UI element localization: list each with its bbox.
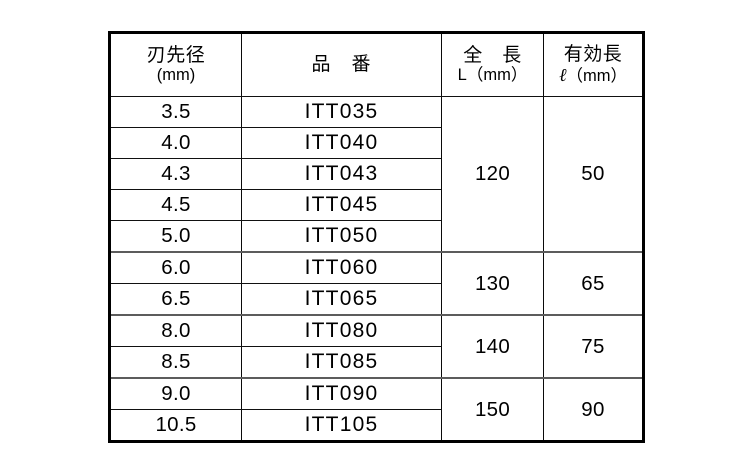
header-row: 刃先径 (mm) 品 番 全 長 L（mm） 有効長 ℓ（mm） — [109, 32, 644, 97]
header-diameter-label: 刃先径 — [146, 45, 206, 67]
table-row: 10.5 ITT105 — [109, 409, 644, 442]
cell-product-code: ITT080 — [241, 314, 442, 347]
cell-product-code: ITT060 — [241, 251, 442, 284]
cell-product-code: ITT045 — [241, 189, 442, 221]
cell-product-code: ITT040 — [241, 127, 442, 159]
header-effective-length-unit: ℓ（mm） — [544, 64, 642, 86]
cell-product-code: ITT065 — [241, 283, 442, 316]
cell-diameter: 6.5 — [109, 283, 242, 316]
table-row: 4.0 ITT040 — [109, 127, 644, 159]
spec-table-container: 刃先径 (mm) 品 番 全 長 L（mm） 有効長 ℓ（mm） 3.5 ITT0… — [108, 31, 645, 443]
table-row: 5.0 ITT050 — [109, 220, 644, 253]
cell-diameter: 4.3 — [109, 158, 242, 190]
header-effective-length-label: 有効長 — [563, 44, 623, 66]
table-row: 4.3 ITT043 — [109, 158, 644, 190]
table-row: 6.0 ITT060 130 65 — [109, 251, 644, 316]
cell-overall-length: 150 — [441, 377, 544, 442]
header-product-code-label: 品 番 — [311, 54, 372, 76]
table-row: 8.0 ITT080 140 75 — [109, 314, 644, 379]
cell-product-code: ITT105 — [241, 409, 442, 442]
cell-product-code: ITT050 — [241, 220, 442, 253]
cell-overall-length: 120 — [441, 96, 544, 253]
column-header-overall-length: 全 長 L（mm） — [441, 32, 544, 97]
cell-overall-length: 130 — [441, 251, 544, 316]
table-header: 刃先径 (mm) 品 番 全 長 L（mm） 有効長 ℓ（mm） — [109, 32, 644, 97]
cell-diameter: 6.0 — [109, 251, 242, 284]
cell-diameter: 10.5 — [109, 409, 242, 442]
cell-overall-length: 140 — [441, 314, 544, 379]
column-header-effective-length: 有効長 ℓ（mm） — [543, 32, 644, 97]
cell-product-code: ITT035 — [241, 96, 442, 128]
column-header-diameter: 刃先径 (mm) — [109, 32, 242, 97]
cell-diameter: 4.0 — [109, 127, 242, 159]
table-row: 8.5 ITT085 — [109, 346, 644, 379]
cell-diameter: 5.0 — [109, 220, 242, 253]
header-effective-length-unit-text: （mm） — [566, 66, 628, 85]
table-row: 4.5 ITT045 — [109, 189, 644, 221]
column-header-product-code: 品 番 — [241, 32, 442, 97]
cell-effective-length: 50 — [543, 96, 644, 253]
cell-diameter: 8.0 — [109, 314, 242, 347]
table-row: 3.5 ITT035 120 50 — [109, 96, 644, 253]
cell-effective-length: 65 — [543, 251, 644, 316]
cell-effective-length: 75 — [543, 314, 644, 379]
header-overall-length-unit: L（mm） — [442, 66, 543, 84]
product-spec-table: 刃先径 (mm) 品 番 全 長 L（mm） 有効長 ℓ（mm） 3.5 ITT0… — [108, 31, 645, 443]
cell-product-code: ITT043 — [241, 158, 442, 190]
header-overall-length-symbol: L — [457, 66, 467, 85]
header-diameter-unit: (mm) — [156, 66, 196, 85]
table-body: 3.5 ITT035 120 50 4.0 ITT040 4.3 ITT043 4.5 ITT04… — [109, 96, 644, 442]
cell-diameter: 8.5 — [109, 346, 242, 379]
cell-diameter: 4.5 — [109, 189, 242, 221]
header-overall-length-label: 全 長 — [463, 45, 522, 67]
cell-diameter: 3.5 — [109, 96, 242, 128]
header-overall-length-unit-text: （mm） — [466, 66, 528, 85]
cell-product-code: ITT085 — [241, 346, 442, 379]
cell-diameter: 9.0 — [109, 377, 242, 410]
table-row: 9.0 ITT090 150 90 — [109, 377, 644, 442]
header-effective-length-symbol: ℓ — [559, 64, 567, 86]
table-row: 6.5 ITT065 — [109, 283, 644, 316]
cell-effective-length: 90 — [543, 377, 644, 442]
cell-product-code: ITT090 — [241, 377, 442, 410]
